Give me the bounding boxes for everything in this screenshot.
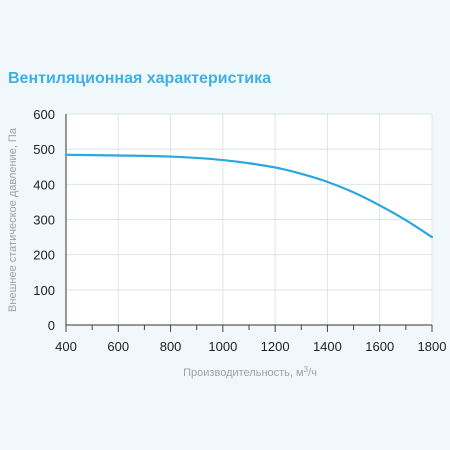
- x-tick-label: 400: [55, 339, 77, 354]
- y-tick-label: 0: [48, 318, 55, 333]
- y-tick-label: 100: [33, 283, 55, 298]
- y-tick-label: 300: [33, 213, 55, 228]
- y-tick-label: 600: [33, 107, 55, 122]
- x-tick-label: 1800: [418, 339, 447, 354]
- x-axis-label-suffix: /ч: [308, 367, 317, 379]
- y-tick-label: 400: [33, 177, 55, 192]
- chart-title: Вентиляционная характеристика: [8, 70, 272, 87]
- x-tick-label: 1200: [261, 339, 290, 354]
- x-tick-label: 800: [160, 339, 182, 354]
- series-line: [64, 153, 434, 239]
- x-tick-label: 1000: [208, 339, 237, 354]
- x-tick-labels: 400 600 800 1000 1200 1400 1600 1800: [55, 339, 446, 354]
- x-axis-label: Производительность, м3/ч: [183, 365, 317, 379]
- grid: [65, 113, 433, 326]
- y-tick-label: 200: [33, 248, 55, 263]
- axes: [65, 114, 433, 332]
- y-tick-labels: 0 100 200 300 400 500 600: [33, 107, 55, 333]
- y-axis-label: Внешнее статическое давление, Па: [7, 127, 19, 312]
- y-tick-label: 500: [33, 142, 55, 157]
- x-tick-label: 1600: [365, 339, 394, 354]
- series-group: [64, 153, 434, 239]
- x-tick-label: 600: [107, 339, 129, 354]
- x-axis-label-base: Производительность, м: [183, 367, 303, 379]
- x-axis-label-sup: 3: [304, 365, 309, 374]
- x-tick-label: 1400: [313, 339, 342, 354]
